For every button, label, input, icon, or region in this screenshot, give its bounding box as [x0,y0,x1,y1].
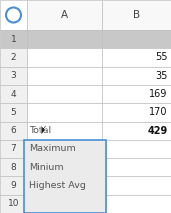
Bar [0,195,27,213]
Text: B: B [133,10,140,20]
Text: 8: 8 [11,163,16,172]
Text: 3: 3 [11,71,16,80]
Text: 1: 1 [11,35,16,44]
Bar [102,121,171,140]
Bar [0,103,27,121]
Text: 4: 4 [11,89,16,99]
Bar [0,121,27,140]
Text: 6: 6 [11,126,16,135]
Text: 9: 9 [11,181,16,190]
Bar [102,48,171,67]
Bar [102,0,171,30]
Bar [102,30,171,48]
Bar [102,195,171,213]
Text: Total: Total [29,126,51,135]
Text: 7: 7 [11,144,16,153]
Bar [27,195,102,213]
Bar [27,103,102,121]
Bar [102,85,171,103]
Text: 2: 2 [11,53,16,62]
Bar [24,140,107,213]
Bar [0,48,27,67]
Bar [27,48,102,67]
Bar [102,158,171,176]
Text: Maximum: Maximum [29,144,76,153]
Bar [27,67,102,85]
Text: Highest Avg: Highest Avg [29,181,86,190]
Bar [102,176,171,195]
Text: Minium: Minium [29,163,64,172]
Bar [0,30,27,48]
Bar [102,140,171,158]
Bar [27,0,102,30]
Bar [27,176,102,195]
Bar [102,103,171,121]
Text: A: A [61,10,68,20]
Bar [0,140,27,158]
Text: 5: 5 [11,108,16,117]
Text: 429: 429 [147,126,168,136]
Text: 55: 55 [155,52,168,62]
Bar [27,85,102,103]
Bar [27,158,102,176]
Text: 169: 169 [149,89,168,99]
Bar [0,0,27,30]
Bar [0,158,27,176]
Bar [0,85,27,103]
Bar [27,121,102,140]
Text: 170: 170 [149,107,168,117]
Bar [27,30,102,48]
Bar [27,140,102,158]
Bar [102,67,171,85]
Bar [24,140,106,213]
Text: 10: 10 [8,199,19,208]
Text: 35: 35 [155,71,168,81]
Bar [0,176,27,195]
Bar [0,67,27,85]
Polygon shape [41,125,47,135]
